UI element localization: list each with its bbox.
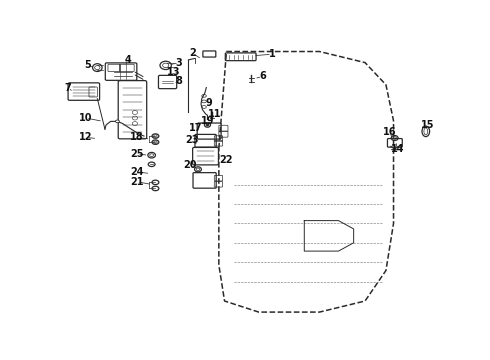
Text: 21: 21: [130, 177, 144, 187]
Text: 11: 11: [208, 109, 222, 119]
Text: 16: 16: [383, 127, 396, 137]
Text: 22: 22: [220, 155, 233, 165]
Text: 23: 23: [186, 135, 199, 145]
Ellipse shape: [116, 120, 120, 123]
Text: 14: 14: [391, 144, 404, 153]
Text: 19: 19: [201, 116, 214, 126]
Text: 25: 25: [130, 149, 144, 159]
Text: 6: 6: [259, 72, 266, 81]
Text: 20: 20: [184, 160, 197, 170]
Text: 5: 5: [84, 60, 91, 70]
Text: 3: 3: [175, 58, 182, 68]
Text: 17: 17: [189, 123, 203, 133]
Text: 18: 18: [130, 132, 144, 143]
Text: 24: 24: [130, 167, 144, 177]
Text: 10: 10: [79, 113, 93, 123]
Text: 12: 12: [79, 132, 93, 143]
Text: 13: 13: [167, 67, 180, 77]
Ellipse shape: [206, 124, 209, 126]
Text: 7: 7: [65, 82, 72, 93]
Text: 9: 9: [206, 98, 213, 108]
Text: 2: 2: [189, 48, 196, 58]
Text: 1: 1: [269, 49, 275, 59]
Text: 8: 8: [175, 76, 182, 86]
Text: 4: 4: [124, 55, 131, 65]
Text: 15: 15: [421, 120, 435, 130]
